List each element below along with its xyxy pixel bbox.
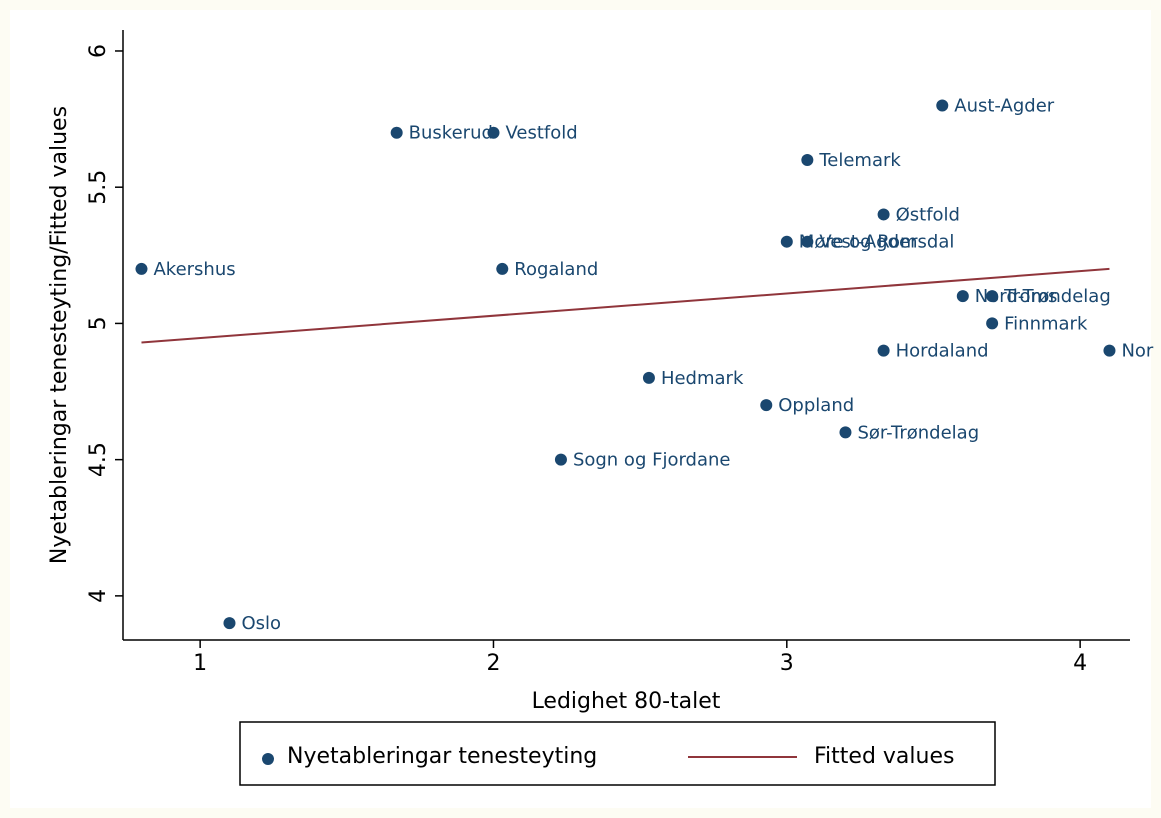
point-label: Hedmark xyxy=(661,368,744,389)
point-label: Nor xyxy=(1121,341,1153,362)
point xyxy=(986,290,999,303)
x-axis-label: Ledighet 80-talet xyxy=(532,689,721,714)
plot-background xyxy=(10,10,1151,808)
y-tick-label: 4 xyxy=(86,589,111,603)
point xyxy=(877,208,890,221)
point xyxy=(780,235,793,248)
point xyxy=(936,99,949,112)
y-axis-label: Nyetableringar tenesteyting/Fitted value… xyxy=(47,106,72,564)
point xyxy=(760,399,773,412)
legend-label: Nyetableringar tenesteyting xyxy=(287,744,597,769)
point-label: Vestfold xyxy=(505,123,577,144)
point xyxy=(487,126,500,139)
point-label: Buskerud xyxy=(409,123,493,144)
point xyxy=(839,426,852,439)
point xyxy=(223,617,236,630)
point-label: Østfold xyxy=(896,204,960,225)
point xyxy=(956,290,969,303)
x-tick-label: 4 xyxy=(1073,651,1087,676)
point xyxy=(135,262,148,275)
point xyxy=(801,235,814,248)
point-label: Sør-Trøndelag xyxy=(857,422,979,443)
point-label: Akershus xyxy=(153,259,235,280)
x-tick-label: 2 xyxy=(486,651,500,676)
point-label: Oslo xyxy=(241,613,281,634)
x-tick-label: 1 xyxy=(193,651,207,676)
point-label: Sogn og Fjordane xyxy=(573,450,731,471)
legend-label: Fitted values xyxy=(814,744,954,769)
point-label: Oppland xyxy=(778,395,854,416)
point-label: Troms xyxy=(1003,286,1057,307)
point xyxy=(496,262,509,275)
point xyxy=(877,344,890,357)
point xyxy=(390,126,403,139)
legend xyxy=(239,721,996,786)
point-label: Hordaland xyxy=(896,341,989,362)
point-label: Møre og Romsdal xyxy=(799,232,955,253)
y-tick-label: 4.5 xyxy=(86,442,111,477)
point-label: Vest-Agder xyxy=(819,232,918,253)
point-label: Nord-Trøndelag xyxy=(975,286,1111,307)
y-tick-label: 5.5 xyxy=(86,170,111,205)
point xyxy=(986,317,999,330)
legend-marker xyxy=(262,753,274,765)
x-tick-label: 3 xyxy=(780,651,794,676)
y-tick-label: 6 xyxy=(86,44,111,58)
point-label: Telemark xyxy=(818,150,901,171)
point xyxy=(801,153,814,166)
point xyxy=(554,453,567,466)
point-label: Aust-Agder xyxy=(954,95,1054,116)
point-label: Finnmark xyxy=(1004,313,1088,334)
point xyxy=(1103,344,1116,357)
point-label: Rogaland xyxy=(514,259,598,280)
y-tick-label: 5 xyxy=(86,316,111,330)
point xyxy=(642,371,655,384)
fitted-line xyxy=(141,267,1110,344)
